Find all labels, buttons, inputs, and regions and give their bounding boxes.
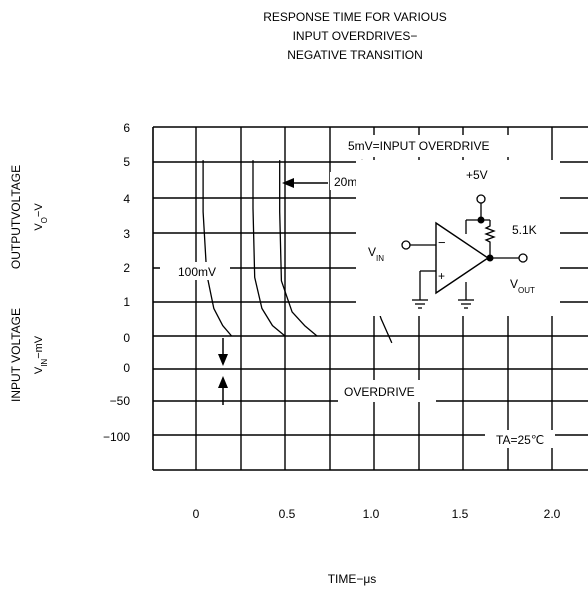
y-tick-output: 3 [123, 227, 130, 241]
series-label-100mv: 100mV [178, 265, 216, 279]
inverting-input-label: − [438, 235, 446, 250]
plot-annotations: 5mV=INPUT OVERDRIVE 20mV 100mV TA=25℃ OV… [160, 135, 555, 448]
comparator-symbol [435, 221, 490, 295]
title-line-2: INPUT OVERDRIVES− [293, 29, 418, 43]
y-tick-output: 1 [123, 295, 130, 309]
series-line [252, 160, 286, 337]
y-tick-output: 0 [123, 331, 130, 345]
y-tick-output: 2 [123, 261, 130, 275]
input-axis-unit: VIN−mV [33, 335, 49, 374]
y-axis-labels: OUTPUTVOLTAGE VO−V INPUT VOLTAGE VIN−mV [9, 165, 49, 402]
y-tick-input: 0 [123, 361, 130, 375]
y-tick-input: −50 [110, 394, 131, 408]
title-line-3: NEGATIVE TRANSITION [287, 48, 423, 62]
supply-label: +5V [466, 168, 488, 182]
noninverting-input-label: + [438, 269, 445, 283]
y-tick-output: 5 [123, 155, 130, 169]
overdrive-legend-bg [340, 135, 522, 157]
overdrive-label: OVERDRIVE [344, 385, 415, 399]
vin-label: VIN [368, 245, 384, 263]
vout-terminal [518, 253, 528, 263]
y-axis-ticks: 6 5 4 3 2 1 0 0 −50 −100 [103, 121, 130, 444]
x-tick: 0 [193, 507, 200, 521]
overdrive-legend: 5mV=INPUT OVERDRIVE [348, 139, 489, 153]
chart-title: RESPONSE TIME FOR VARIOUS INPUT OVERDRIV… [263, 10, 447, 62]
y-tick-input: −100 [103, 430, 130, 444]
x-axis-label: TIME−μs [328, 572, 377, 586]
overdrive-arrow-up-head [218, 376, 228, 388]
y-tick-output: 4 [123, 192, 130, 206]
overdrive-label-bg [338, 380, 436, 402]
y-tick-output: 6 [123, 121, 130, 135]
x-tick: 0.5 [279, 507, 296, 521]
comparator-circuit: +5V 5.1K − + VIN VOUT [356, 160, 560, 316]
output-axis-unit: VO−V [33, 203, 49, 231]
series-line [202, 160, 233, 337]
x-tick: 2.0 [544, 507, 561, 521]
vout-label: VOUT [510, 277, 535, 295]
x-axis-ticks: 0 0.5 1.0 1.5 2.0 [193, 507, 561, 521]
temperature-label-bg [485, 430, 555, 448]
series-line [279, 160, 318, 337]
resistor-label: 5.1K [512, 223, 537, 237]
x-tick: 1.5 [452, 507, 469, 521]
temperature-label: TA=25℃ [496, 433, 544, 447]
x-tick: 1.0 [363, 507, 380, 521]
pullup-resistor [484, 220, 496, 258]
vin-terminal [401, 240, 411, 250]
title-line-1: RESPONSE TIME FOR VARIOUS [263, 10, 447, 24]
arrow-20mv-head [282, 178, 294, 188]
supply-terminal [476, 194, 486, 204]
overdrive-arrow-down-head [218, 354, 228, 366]
input-axis-label: INPUT VOLTAGE [9, 308, 23, 402]
output-axis-label: OUTPUTVOLTAGE [9, 165, 23, 269]
series-label-100mv-bg [160, 262, 230, 280]
